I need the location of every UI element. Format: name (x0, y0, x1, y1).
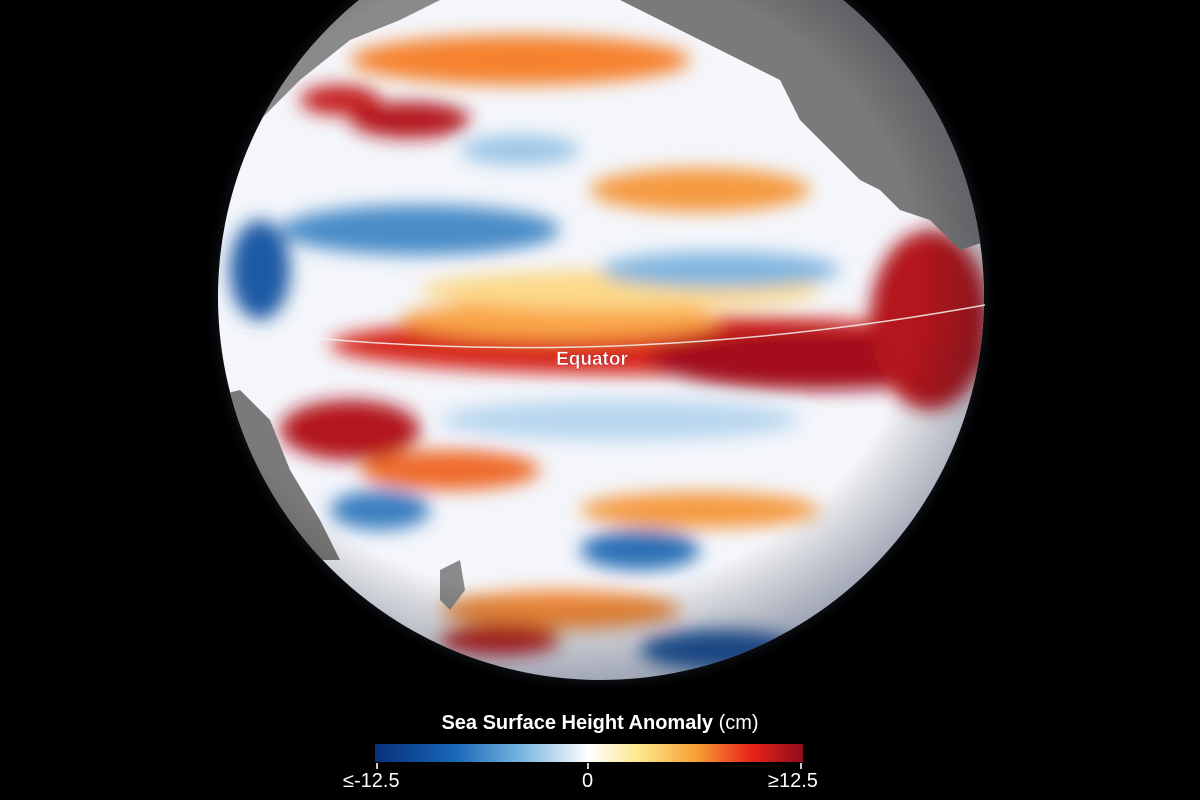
tick-min (376, 763, 378, 769)
legend-unit: (cm) (718, 712, 759, 734)
legend-title: Sea Surface Height Anomaly (cm) (0, 712, 1200, 735)
legend-max-label: ≥12.5 (768, 770, 818, 792)
tick-mid (587, 763, 589, 769)
legend-title-text: Sea Surface Height Anomaly (441, 712, 713, 734)
equator-line (239, 304, 986, 349)
legend-min-label: ≤-12.5 (343, 770, 400, 792)
legend-mid-label: 0 (582, 770, 594, 792)
equator-label: Equator (556, 349, 628, 370)
color-scale-bar (375, 744, 803, 762)
tick-max (800, 763, 802, 769)
